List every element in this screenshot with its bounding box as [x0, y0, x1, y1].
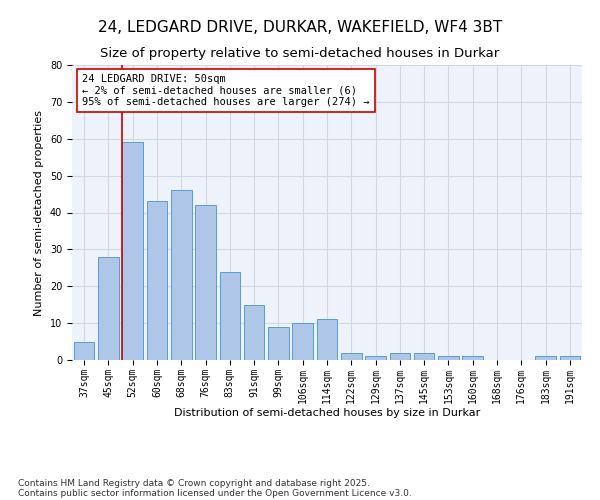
Bar	[171, 190, 191, 360]
Bar	[389, 352, 410, 360]
Text: Size of property relative to semi-detached houses in Durkar: Size of property relative to semi-detach…	[100, 48, 500, 60]
Bar	[535, 356, 556, 360]
Bar	[122, 142, 143, 360]
Text: 24, LEDGARD DRIVE, DURKAR, WAKEFIELD, WF4 3BT: 24, LEDGARD DRIVE, DURKAR, WAKEFIELD, WF…	[98, 20, 502, 35]
Bar	[560, 356, 580, 360]
Bar	[463, 356, 483, 360]
Bar	[341, 352, 362, 360]
Bar	[195, 205, 216, 360]
Text: Contains HM Land Registry data © Crown copyright and database right 2025.: Contains HM Land Registry data © Crown c…	[18, 478, 370, 488]
Bar	[146, 202, 167, 360]
Bar	[292, 323, 313, 360]
X-axis label: Distribution of semi-detached houses by size in Durkar: Distribution of semi-detached houses by …	[174, 408, 480, 418]
Text: Contains public sector information licensed under the Open Government Licence v3: Contains public sector information licen…	[18, 488, 412, 498]
Bar	[244, 304, 265, 360]
Text: 24 LEDGARD DRIVE: 50sqm
← 2% of semi-detached houses are smaller (6)
95% of semi: 24 LEDGARD DRIVE: 50sqm ← 2% of semi-det…	[82, 74, 370, 107]
Bar	[220, 272, 240, 360]
Bar	[438, 356, 459, 360]
Bar	[414, 352, 434, 360]
Bar	[98, 257, 119, 360]
Y-axis label: Number of semi-detached properties: Number of semi-detached properties	[34, 110, 44, 316]
Bar	[268, 327, 289, 360]
Bar	[317, 320, 337, 360]
Bar	[74, 342, 94, 360]
Bar	[365, 356, 386, 360]
